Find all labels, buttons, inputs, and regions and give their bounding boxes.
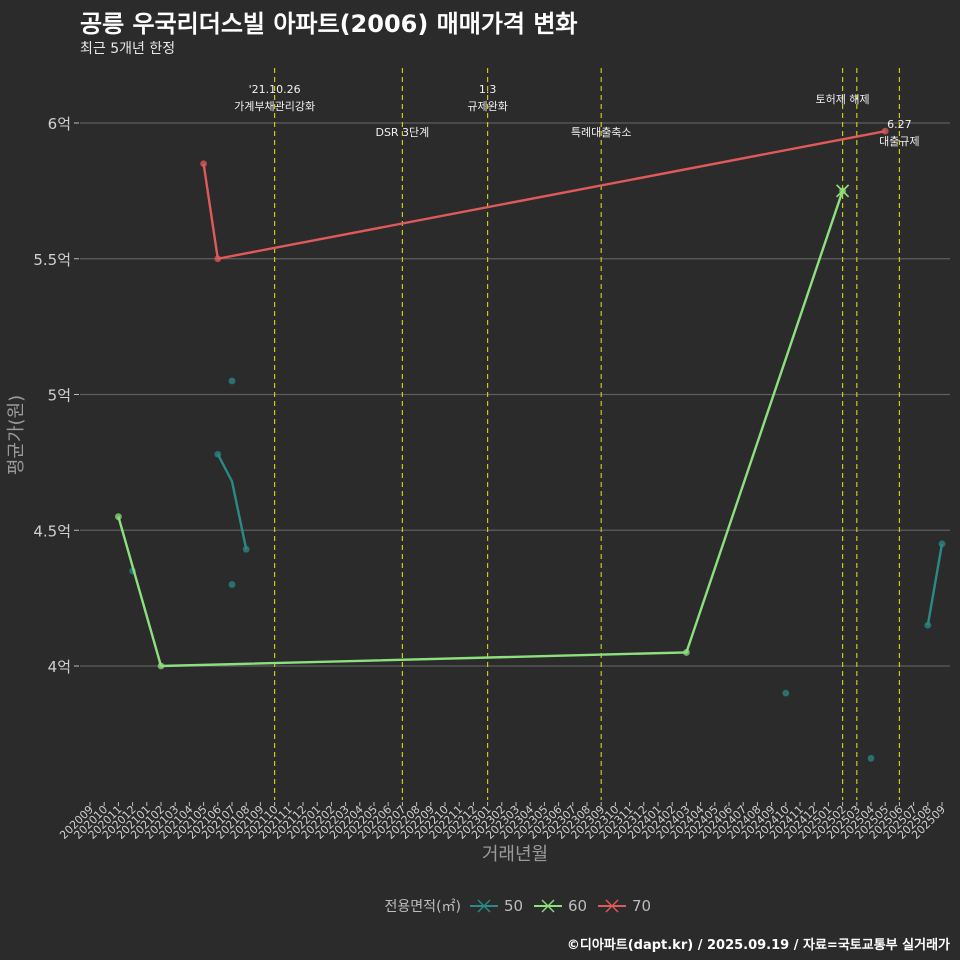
chart-subtitle: 최근 5개년 한정 <box>80 41 176 57</box>
x-axis-ticks: 2020092020102020112020122021012021022021… <box>57 802 948 842</box>
series-60-point <box>157 662 165 670</box>
series-60-point <box>115 513 122 521</box>
event-label: 대출규제 <box>879 135 919 148</box>
y-axis-label: 평균가(원) <box>6 395 27 475</box>
series-70-line <box>202 129 886 260</box>
series-50-point <box>242 545 250 553</box>
series-50-point <box>228 581 236 588</box>
chart-title: 공릉 우국리더스빌 아파트(2006) 매매가격 변화 <box>80 10 578 38</box>
legend-title: 전용면적(㎡) <box>385 899 461 915</box>
x-axis-label: 거래년월 <box>482 844 548 865</box>
legend-key-50-icon <box>477 899 491 913</box>
y-axis-ticks: 4억 4.5억 5억 5.5억 6억 <box>33 115 79 676</box>
legend-label-50: 50 <box>504 897 523 915</box>
series-70-point <box>200 160 208 168</box>
series-50-point <box>782 689 790 697</box>
series-50-point <box>214 450 222 458</box>
chart-caption: ©디아파트(dapt.kr) / 2025.09.19 / 자료=국토교통부 실… <box>566 938 950 953</box>
legend: 전용면적(㎡) 50 60 70 <box>385 897 652 915</box>
series-50-point <box>228 377 236 385</box>
event-label: 토허제 해제 <box>816 92 870 106</box>
y-tick-label: 4억 <box>48 658 71 676</box>
event-label: DSR 3단계 <box>375 126 429 139</box>
event-label: '21.10.26 <box>249 83 301 96</box>
y-tick-label: 5.5억 <box>33 251 71 269</box>
series-50-line <box>926 543 944 626</box>
y-tick-label: 6억 <box>48 115 71 133</box>
event-label: 6.27 <box>887 118 912 131</box>
policy-event-lines <box>274 68 901 800</box>
series-70-point <box>214 255 222 263</box>
legend-label-70: 70 <box>632 897 651 915</box>
series-50-point <box>938 540 946 548</box>
series-70-point <box>881 127 889 135</box>
series-50-point <box>924 621 932 629</box>
event-label: 특례대출축소 <box>571 126 632 139</box>
series-50-point <box>867 754 875 762</box>
event-label: 규제완화 <box>467 100 507 113</box>
y-tick-label: 5억 <box>48 387 71 405</box>
y-gridlines <box>80 122 950 667</box>
event-label: 가계부채관리강화 <box>234 100 315 113</box>
series-layer <box>115 127 946 762</box>
y-tick-label: 4.5억 <box>33 522 71 540</box>
legend-key-70-icon <box>605 899 619 913</box>
legend-key-60-icon <box>541 899 555 913</box>
series-60-line <box>117 190 844 668</box>
series-60-point <box>683 649 690 656</box>
event-label: 1.3 <box>479 83 497 96</box>
series-50-line <box>216 453 248 550</box>
series-60-highlight-marker <box>836 184 850 198</box>
legend-label-60: 60 <box>568 897 587 915</box>
